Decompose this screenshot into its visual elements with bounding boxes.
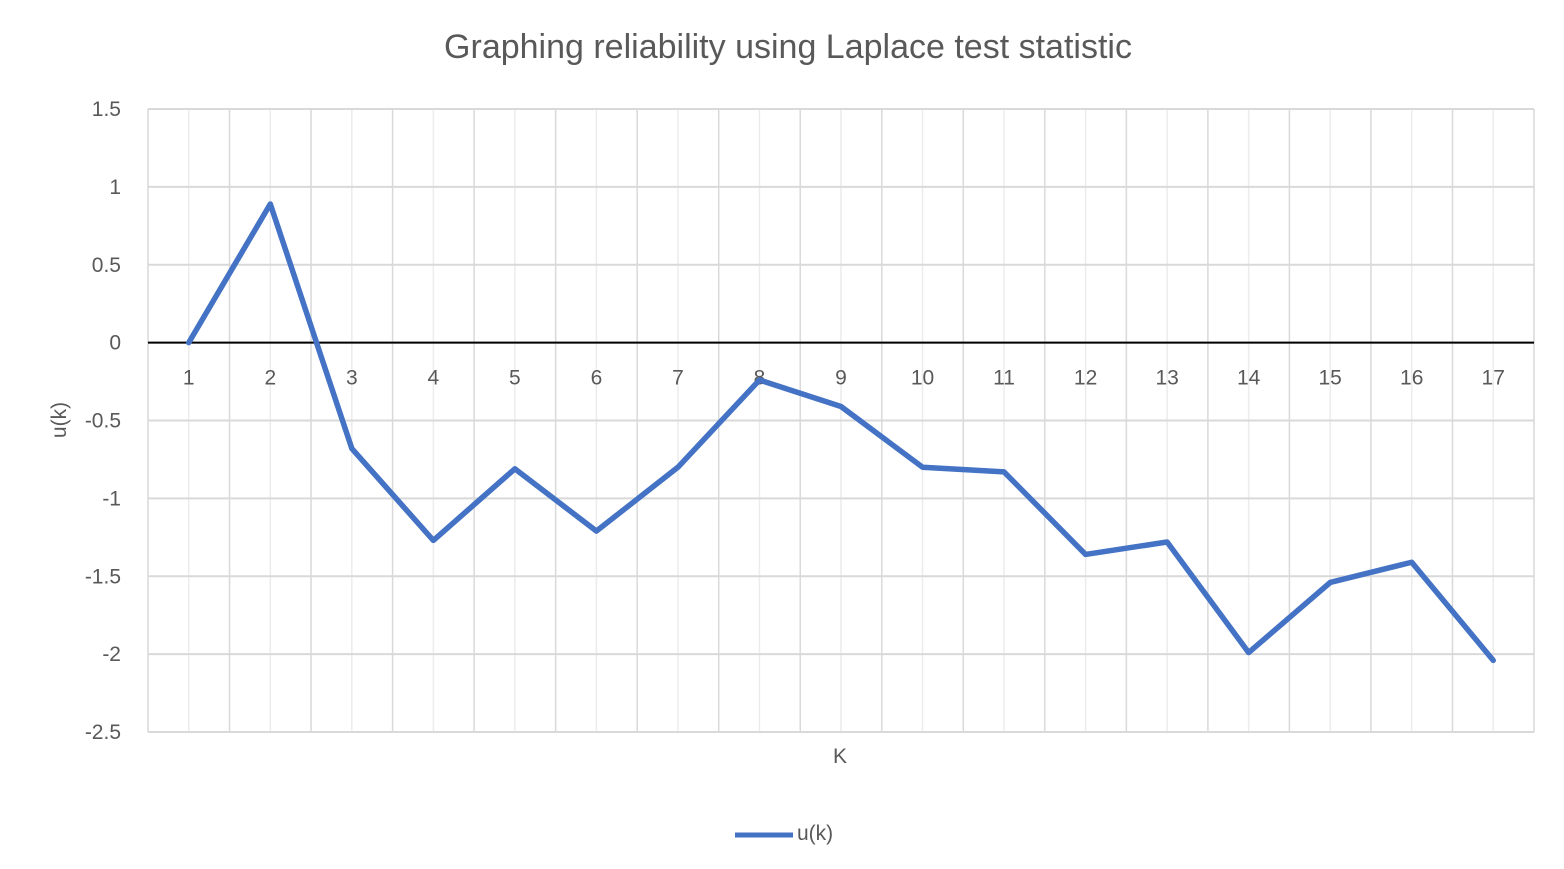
x-tick-label: 5 [509,367,521,390]
x-tick-label: 6 [591,367,603,390]
y-axis-title: u(k) [48,402,71,438]
x-tick-label: 1 [183,367,195,390]
x-tick-label: 14 [1237,367,1261,390]
legend-label: u(k) [797,822,833,845]
y-tick-label: 1 [109,176,121,199]
x-tick-label: 11 [993,367,1015,390]
x-axis-title: K [833,745,847,768]
x-tick-label: 7 [672,367,684,390]
x-tick-label: 2 [264,367,276,390]
y-tick-label: -1 [102,487,121,510]
series-lines [186,201,1496,664]
x-tick-label: 13 [1155,367,1178,390]
legend: u(k) [735,822,833,845]
x-tick-label: 9 [835,367,847,390]
x-tick-label: 10 [911,367,934,390]
y-tick-label: 1.5 [92,98,121,121]
x-axis-ticks: 1 2 3 4 5 6 7 8 9 10 11 12 13 14 15 16 17 [183,367,1505,390]
gridlines [147,108,1535,733]
y-tick-label: -0.5 [85,410,121,433]
y-tick-label: -1.5 [85,565,121,588]
chart-title: Graphing reliability using Laplace test … [444,28,1132,66]
x-tick-label: 15 [1318,367,1341,390]
y-tick-label: 0.5 [92,254,121,277]
x-tick-label: 16 [1400,367,1423,390]
x-tick-label: 4 [428,367,440,390]
x-tick-label: 12 [1074,367,1097,390]
y-axis-ticks: 1.5 1 0.5 0 -0.5 -1 -1.5 -2 -2.5 [85,98,121,744]
x-tick-label: 3 [346,367,358,390]
y-tick-label: 0 [109,332,121,355]
y-tick-label: -2 [102,643,121,666]
x-tick-label: 17 [1482,367,1505,390]
y-tick-label: -2.5 [85,721,121,744]
